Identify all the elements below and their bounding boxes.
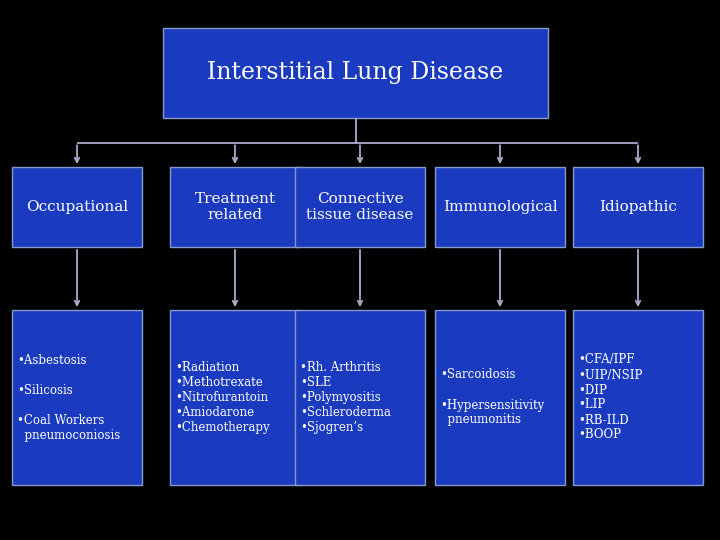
- Text: Treatment
related: Treatment related: [194, 192, 276, 222]
- Text: •Sarcoidosis

•Hypersensitivity
  pneumonitis: •Sarcoidosis •Hypersensitivity pneumonit…: [440, 368, 544, 427]
- FancyBboxPatch shape: [12, 310, 142, 485]
- FancyBboxPatch shape: [573, 167, 703, 247]
- Text: •Asbestosis

•Silicosis

•Coal Workers
  pneumoconiosis: •Asbestosis •Silicosis •Coal Workers pne…: [17, 354, 120, 442]
- Text: •Radiation
•Methotrexate
•Nitrofurantoin
•Amiodarone
•Chemotherapy: •Radiation •Methotrexate •Nitrofurantoin…: [175, 361, 269, 434]
- Text: Interstitial Lung Disease: Interstitial Lung Disease: [207, 62, 503, 84]
- FancyBboxPatch shape: [12, 167, 142, 247]
- FancyBboxPatch shape: [435, 310, 565, 485]
- FancyBboxPatch shape: [573, 310, 703, 485]
- Text: Connective
tissue disease: Connective tissue disease: [306, 192, 414, 222]
- Text: •Rh. Arthritis
•SLE
•Polymyositis
•Schleroderma
•Sjogren’s: •Rh. Arthritis •SLE •Polymyositis •Schle…: [300, 361, 391, 434]
- FancyBboxPatch shape: [435, 167, 565, 247]
- FancyBboxPatch shape: [295, 167, 425, 247]
- Text: •CFA/IPF
•UIP/NSIP
•DIP
•LIP
•RB-ILD
•BOOP: •CFA/IPF •UIP/NSIP •DIP •LIP •RB-ILD •BO…: [578, 354, 642, 442]
- Text: Idiopathic: Idiopathic: [599, 200, 677, 214]
- Text: Occupational: Occupational: [26, 200, 128, 214]
- FancyBboxPatch shape: [295, 310, 425, 485]
- Text: Immunological: Immunological: [443, 200, 557, 214]
- FancyBboxPatch shape: [163, 28, 548, 118]
- FancyBboxPatch shape: [170, 167, 300, 247]
- FancyBboxPatch shape: [170, 310, 300, 485]
